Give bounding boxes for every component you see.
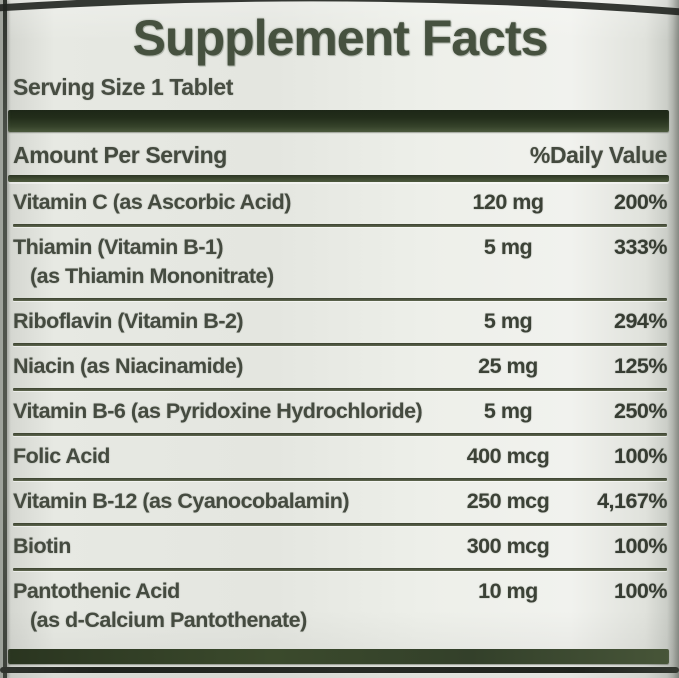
row-separator (13, 433, 667, 436)
nutrient-name-cell: Vitamin B-6 (as Pyridoxine Hydrochloride… (13, 398, 449, 424)
nutrient-name: Vitamin C (as Ascorbic Acid) (13, 190, 291, 214)
nutrient-amount: 5 mg (483, 235, 533, 259)
divider-thick-bottom (8, 649, 669, 664)
nutrient-amount: 10 mg (478, 579, 538, 603)
table-row: Riboflavin (Vitamin B-2) 5 mg 294% (13, 301, 668, 343)
label-left-border (3, 0, 7, 678)
table-row: Vitamin B-6 (as Pyridoxine Hydrochloride… (13, 391, 668, 433)
nutrient-source: (as Thiamin Mononitrate) (30, 264, 274, 288)
nutrient-name: Niacin (as Niacinamide) (13, 354, 243, 378)
nutrient-daily-value: 250% (614, 399, 668, 423)
nutrient-daily-value: 100% (614, 444, 668, 468)
nutrient-daily-value: 200% (614, 190, 668, 214)
table-row: Niacin (as Niacinamide) 25 mg 125% (13, 346, 668, 388)
nutrient-daily-value: 100% (614, 534, 668, 558)
nutrient-amount: 300 mcg (466, 534, 550, 558)
nutrient-amount: 5 mg (483, 309, 533, 333)
nutrient-name: Riboflavin (Vitamin B-2) (13, 309, 244, 333)
bottle-top-edge (0, 0, 679, 16)
table-row: Vitamin B-12 (as Cyanocobalamin) 250 mcg… (13, 481, 668, 523)
nutrient-amount: 400 mcg (466, 444, 550, 468)
nutrient-name-cell: Biotin (13, 533, 449, 559)
nutrient-name: Vitamin B-12 (as Cyanocobalamin) (13, 489, 350, 513)
nutrient-name: Folic Acid (13, 444, 110, 468)
table-row: Pantothenic Acid (as d-Calcium Pantothen… (13, 571, 668, 642)
nutrient-name-cell: Vitamin C (as Ascorbic Acid) (13, 189, 449, 215)
supplement-facts-panel: Supplement Facts Serving Size 1 Tablet A… (8, 10, 669, 664)
nutrient-name-cell: Pantothenic Acid (as d-Calcium Pantothen… (13, 578, 449, 633)
bottle-right-shadow (667, 0, 679, 678)
table-row: Thiamin (Vitamin B-1) (as Thiamin Mononi… (13, 227, 668, 298)
nutrient-amount: 120 mg (472, 190, 544, 214)
nutrient-name-cell: Niacin (as Niacinamide) (13, 353, 449, 379)
row-separator (13, 523, 667, 526)
table-header: Amount Per Serving %Daily Value (13, 132, 667, 175)
serving-size: Serving Size 1 Tablet (13, 74, 233, 100)
nutrient-source: (as d-Calcium Pantothenate) (30, 608, 307, 632)
nutrient-daily-value: 333% (614, 235, 668, 259)
nutrient-name: Pantothenic Acid (13, 579, 180, 603)
row-separator (13, 224, 667, 227)
nutrient-daily-value: 4,167% (597, 489, 667, 513)
col-header-daily-value: %Daily Value (529, 142, 668, 168)
nutrient-name: Thiamin (Vitamin B-1) (13, 235, 224, 259)
row-separator (13, 343, 667, 346)
nutrient-name-cell: Vitamin B-12 (as Cyanocobalamin) (13, 488, 449, 514)
row-separator (13, 298, 667, 301)
nutrient-amount: 250 mcg (466, 489, 550, 513)
panel-title: Supplement Facts (132, 10, 549, 66)
nutrient-name-cell: Riboflavin (Vitamin B-2) (13, 308, 449, 334)
divider-under-header (8, 175, 669, 182)
nutrient-name: Biotin (13, 534, 71, 558)
nutrient-amount: 5 mg (483, 399, 533, 423)
nutrient-name: Vitamin B-6 (as Pyridoxine Hydrochloride… (13, 399, 423, 423)
nutrient-table: Vitamin C (as Ascorbic Acid) 120 mg 200%… (13, 182, 668, 642)
col-header-amount: Amount Per Serving (13, 142, 227, 168)
row-separator (13, 568, 667, 571)
nutrient-name-cell: Folic Acid (13, 443, 449, 469)
nutrient-daily-value: 125% (614, 354, 668, 378)
nutrient-daily-value: 100% (614, 579, 668, 603)
nutrient-name-cell: Thiamin (Vitamin B-1) (as Thiamin Mononi… (13, 234, 449, 289)
table-row: Folic Acid 400 mcg 100% (13, 436, 668, 478)
nutrient-amount: 25 mg (478, 354, 538, 378)
row-separator (13, 478, 667, 481)
table-row: Vitamin C (as Ascorbic Acid) 120 mg 200% (13, 182, 668, 224)
table-row: Biotin 300 mcg 100% (13, 526, 668, 568)
nutrient-daily-value: 294% (614, 309, 668, 333)
photo-bottom-edge (0, 667, 679, 673)
row-separator (13, 388, 667, 391)
divider-thick-top (8, 110, 669, 132)
